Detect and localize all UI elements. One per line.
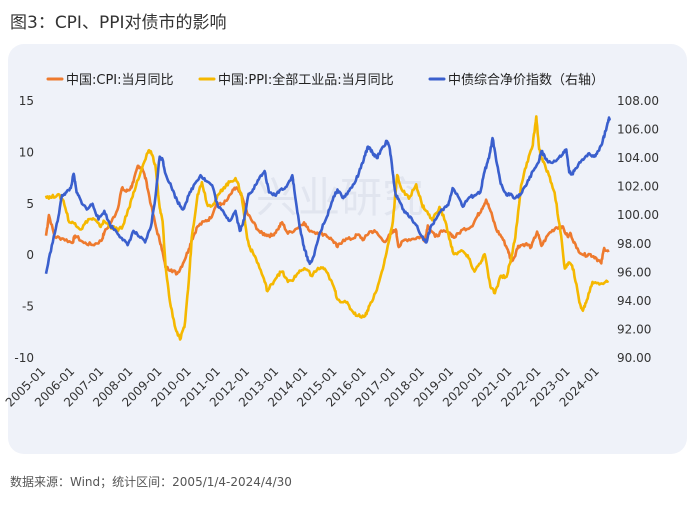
left-axis-tick: 10	[19, 145, 34, 159]
right-axis-tick: 108.00	[617, 94, 659, 108]
right-axis-tick: 92.00	[617, 322, 651, 336]
axes: 15 10 5 0 -5 -10 108.00 106.00 104.00 102.00 100.0…	[3, 94, 659, 410]
right-axis-tick: 102.00	[617, 180, 659, 194]
legend-label: 中债综合净价指数（右轴）	[448, 73, 604, 88]
left-axis-tick: 0	[26, 248, 34, 262]
right-axis-tick: 96.00	[617, 265, 651, 279]
series-line	[44, 164, 610, 276]
legend-label: 中国:PPI:全部工业品:当月同比	[218, 72, 394, 88]
left-axis-tick: -5	[22, 300, 34, 314]
chart-panel	[8, 44, 687, 454]
left-axis-tick: 15	[19, 94, 34, 108]
right-axis-tick: 104.00	[617, 151, 659, 165]
series-line	[44, 115, 610, 341]
right-axis-tick: 106.00	[617, 123, 659, 137]
source-note: 数据来源：Wind；统计区间：2005/1/4-2024/4/30	[10, 475, 292, 489]
right-axis-tick: 90.00	[617, 351, 651, 365]
legend-label: 中国:CPI:当月同比	[66, 73, 174, 88]
figure-title: 图3：CPI、PPI对债市的影响	[10, 13, 227, 33]
right-axis-tick: 94.00	[617, 294, 651, 308]
left-axis-tick: -10	[14, 351, 34, 365]
legend: 中国:CPI:当月同比 中国:PPI:全部工业品:当月同比 中债综合净价指数（右轴）	[46, 72, 604, 88]
left-axis-tick: 5	[26, 197, 34, 211]
series-line	[44, 116, 612, 275]
series-group	[44, 115, 612, 341]
right-axis-tick: 100.00	[617, 208, 659, 222]
right-axis-tick: 98.00	[617, 237, 651, 251]
